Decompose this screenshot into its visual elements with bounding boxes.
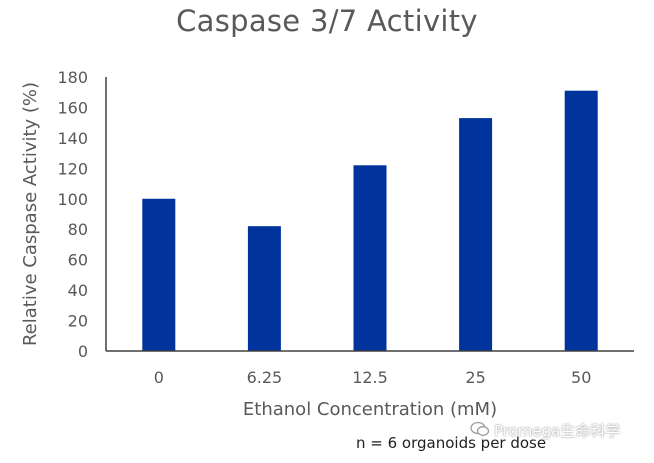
y-tick-label: 60	[68, 251, 88, 270]
y-tick-label: 180	[57, 68, 88, 87]
y-tick-label: 80	[68, 220, 88, 239]
y-tick-label: 140	[57, 129, 88, 148]
x-axis-title: Ethanol Concentration (mM)	[243, 399, 497, 420]
x-tick-label: 6.25	[247, 368, 283, 387]
chart-title: Caspase 3/7 Activity	[176, 4, 478, 38]
y-axis-ticks: 0 20 40 60 80 100 120 140 160 180	[57, 68, 88, 361]
watermark-text: Promega生命科学	[494, 422, 621, 440]
watermark: Promega生命科学	[470, 420, 620, 441]
x-tick-label: 50	[571, 368, 591, 387]
bars	[142, 90, 598, 351]
y-tick-label: 0	[78, 342, 88, 361]
bar	[459, 118, 493, 351]
x-axis-ticks: 0 6.25 12.5 25 50	[154, 368, 592, 387]
bar	[142, 198, 176, 351]
y-tick-label: 40	[68, 281, 88, 300]
x-tick-label: 25	[465, 368, 485, 387]
y-tick-label: 160	[57, 98, 88, 117]
bar	[353, 165, 387, 351]
bar	[247, 226, 281, 351]
bar	[564, 90, 598, 351]
y-tick-label: 20	[68, 312, 88, 331]
y-tick-label: 120	[57, 159, 88, 178]
y-tick-label: 100	[57, 190, 88, 209]
y-axis-title: Relative Caspase Activity (%)	[20, 82, 41, 346]
x-tick-label: 12.5	[352, 368, 388, 387]
sample-size-note: n = 6 organoids per dose	[356, 434, 547, 452]
wechat-icon	[470, 421, 490, 441]
x-tick-label: 0	[154, 368, 164, 387]
